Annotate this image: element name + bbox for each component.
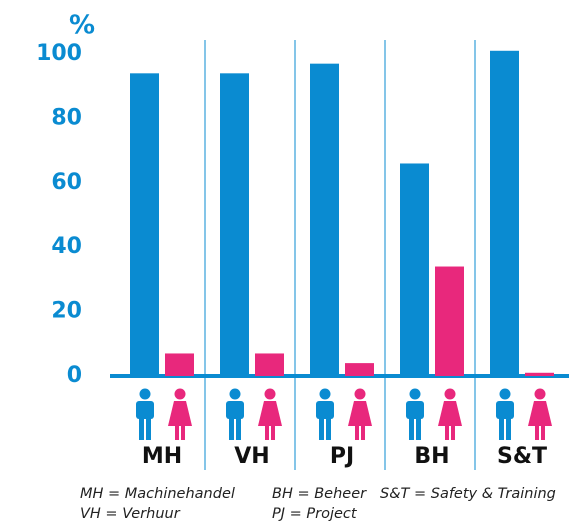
leg xyxy=(139,418,144,440)
leg xyxy=(506,418,511,440)
head xyxy=(354,388,366,400)
note: MH = Machinehandel xyxy=(80,486,235,502)
woman-icon xyxy=(528,388,552,440)
leg xyxy=(499,418,504,440)
x-tick-label: BH xyxy=(414,444,449,469)
dress xyxy=(438,401,462,426)
leg xyxy=(146,418,151,440)
bar xyxy=(525,372,554,376)
dress xyxy=(348,401,372,426)
dress xyxy=(168,401,192,426)
body xyxy=(226,401,244,419)
x-tick-label: PJ xyxy=(330,444,354,469)
y-tick-label: 60 xyxy=(51,170,82,195)
leg xyxy=(451,425,455,440)
bar xyxy=(435,266,464,376)
leg xyxy=(409,418,414,440)
body xyxy=(496,401,514,419)
bar xyxy=(255,353,284,376)
note: S&T = Safety & Training xyxy=(380,486,556,502)
note: VH = Verhuur xyxy=(80,506,181,522)
bar xyxy=(400,163,429,376)
leg xyxy=(361,425,365,440)
leg xyxy=(319,418,324,440)
leg xyxy=(326,418,331,440)
y-tick-label: 20 xyxy=(51,299,82,324)
man-icon xyxy=(406,388,424,440)
bar xyxy=(220,73,249,376)
man-icon xyxy=(496,388,514,440)
head xyxy=(174,388,186,400)
leg xyxy=(535,425,539,440)
leg xyxy=(175,425,179,440)
x-tick-label: S&T xyxy=(497,444,547,469)
bar xyxy=(310,63,339,376)
leg xyxy=(229,418,234,440)
head xyxy=(319,388,331,400)
bar xyxy=(490,50,519,376)
man-icon xyxy=(316,388,334,440)
body xyxy=(406,401,424,419)
head xyxy=(264,388,276,400)
y-tick-label: 100 xyxy=(36,41,82,66)
head xyxy=(229,388,241,400)
note: BH = Beheer xyxy=(272,486,367,502)
dividers xyxy=(204,40,476,470)
leg xyxy=(181,425,185,440)
bar xyxy=(165,353,194,376)
y-tick-label: 0 xyxy=(67,363,82,388)
dress xyxy=(528,401,552,426)
dress xyxy=(258,401,282,426)
leg xyxy=(271,425,275,440)
head xyxy=(139,388,151,400)
body xyxy=(316,401,334,419)
head xyxy=(534,388,546,400)
woman-icon xyxy=(258,388,282,440)
y-axis-label: % xyxy=(69,11,95,41)
leg xyxy=(355,425,359,440)
x-tick-label: VH xyxy=(234,444,269,469)
man-icon xyxy=(226,388,244,440)
woman-icon xyxy=(438,388,462,440)
leg xyxy=(416,418,421,440)
leg xyxy=(445,425,449,440)
body xyxy=(136,401,154,419)
woman-icon xyxy=(168,388,192,440)
leg xyxy=(265,425,269,440)
man-icon xyxy=(136,388,154,440)
note: PJ = Project xyxy=(272,506,358,522)
x-tick-label: MH xyxy=(142,444,182,469)
bar xyxy=(345,363,374,376)
head xyxy=(499,388,511,400)
woman-icon xyxy=(348,388,372,440)
leg xyxy=(541,425,545,440)
y-tick-label: 80 xyxy=(51,105,82,130)
leg xyxy=(236,418,241,440)
head xyxy=(444,388,456,400)
head xyxy=(409,388,421,400)
bar xyxy=(130,73,159,376)
y-tick-label: 40 xyxy=(51,234,82,259)
